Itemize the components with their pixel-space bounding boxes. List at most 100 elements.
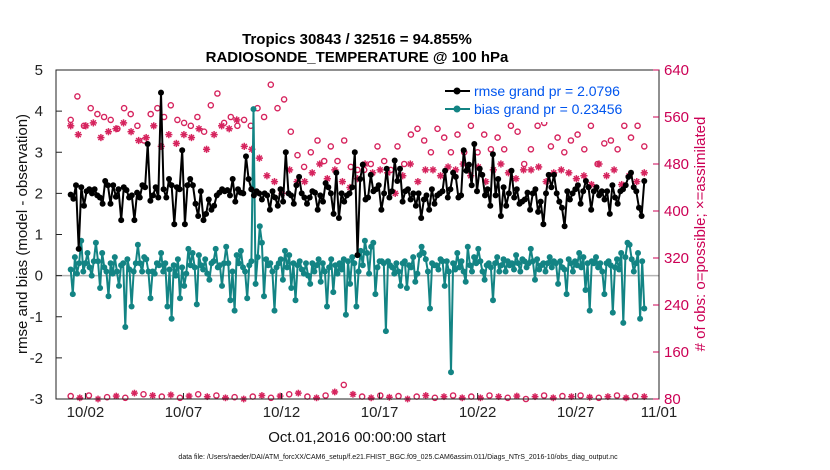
obs-low-assimilated-point — [149, 392, 157, 399]
bias-point — [641, 305, 648, 312]
obs-assimilated-point — [270, 178, 279, 186]
obs-possible-point — [627, 134, 635, 141]
rmse-point — [508, 167, 515, 174]
bias-point — [466, 262, 473, 269]
obs-possible-point — [147, 110, 154, 118]
obs-possible-point — [334, 157, 341, 165]
obs-possible-point — [614, 145, 621, 153]
bias-point — [366, 270, 373, 277]
bias-point — [448, 369, 454, 376]
obs-possible-point — [327, 143, 335, 150]
rmse-point — [269, 188, 276, 195]
obs-assimilated-point — [104, 128, 113, 136]
obs-low-possible-point — [577, 392, 584, 399]
rmse-point — [91, 186, 98, 193]
obs-low-assimilated-point — [422, 392, 430, 399]
bias-point — [345, 258, 351, 265]
bias-point — [311, 268, 318, 275]
rmse-point — [466, 161, 472, 168]
bias-point — [456, 264, 463, 271]
bias-point — [166, 266, 173, 273]
bias-point — [328, 256, 335, 263]
bias-point — [261, 293, 267, 300]
rmse-point — [359, 161, 366, 168]
rmse-point — [317, 192, 324, 199]
rmse-point — [330, 210, 337, 217]
obs-possible-point — [207, 102, 215, 109]
bias-point — [370, 239, 377, 246]
obs-possible-point — [167, 102, 175, 109]
rmse-point — [375, 182, 382, 189]
bias-point — [219, 282, 225, 289]
bias-point — [540, 260, 547, 267]
rmse-point — [535, 208, 542, 215]
bias-point — [364, 250, 370, 256]
bias-point — [532, 276, 538, 283]
bias-point — [427, 305, 433, 312]
bias-point — [84, 250, 91, 256]
bias-point — [502, 268, 509, 275]
y2-tick-label: 640 — [664, 62, 689, 79]
y-tick-label: -3 — [30, 391, 43, 408]
obs-assimilated-point — [180, 131, 188, 139]
bias-point — [227, 297, 234, 304]
bias-point — [620, 319, 627, 326]
obs-possible-point — [601, 140, 608, 147]
rmse-point — [418, 215, 425, 221]
rmse-point — [612, 194, 619, 201]
rmse-point — [266, 206, 273, 213]
rmse-series — [67, 89, 648, 259]
rmse-point — [312, 189, 318, 196]
rmse-point — [399, 198, 406, 205]
rmse-point — [543, 190, 549, 197]
bias-point — [469, 268, 475, 275]
legend-rmse-label: rmse grand pr = 2.0796 — [474, 83, 620, 99]
bias-point — [225, 260, 232, 267]
x-tick-label: 10/07 — [165, 404, 203, 421]
rmse-point — [166, 176, 172, 182]
bias-point — [210, 258, 217, 265]
obs-low-assimilated-point — [513, 392, 521, 400]
bias-point — [130, 268, 137, 275]
bias-point — [107, 260, 114, 267]
bias-point — [355, 268, 362, 275]
bias-point — [403, 285, 410, 291]
obs-assimilated-point — [602, 172, 611, 180]
rmse-point — [280, 198, 287, 205]
bias-point — [487, 264, 494, 271]
rmse-point — [391, 157, 398, 164]
rmse-point — [588, 206, 595, 213]
bias-point — [508, 260, 515, 267]
obs-possible-point — [320, 157, 328, 165]
rmse-point — [349, 184, 356, 191]
bias-point — [593, 254, 599, 261]
obs-possible-point — [487, 145, 495, 153]
y-tick-label: -2 — [30, 350, 43, 367]
bias-point — [189, 250, 196, 256]
bias-point — [143, 256, 150, 263]
bias-point — [586, 307, 593, 314]
bias-point — [414, 270, 421, 277]
obs-low-possible-point — [140, 390, 147, 398]
rmse-point — [551, 171, 557, 178]
obs-possible-point — [260, 113, 268, 121]
x-tick-label: 10/22 — [459, 404, 497, 421]
obs-assimilated-point — [406, 160, 414, 168]
bias-point — [513, 252, 520, 259]
bias-point — [326, 264, 333, 271]
bias-point — [357, 247, 364, 254]
bias-point — [597, 260, 604, 267]
bias-point — [599, 268, 606, 275]
bias-point — [97, 285, 104, 291]
bias-point — [397, 282, 404, 289]
bias-point — [258, 239, 265, 246]
rmse-point — [442, 167, 449, 174]
rmse-point — [405, 186, 411, 193]
bias-point — [639, 258, 646, 265]
bias-point — [254, 254, 261, 261]
bias-point — [88, 272, 95, 279]
rmse-point — [553, 190, 560, 197]
bias-point — [622, 254, 629, 261]
rmse-point — [521, 196, 528, 203]
